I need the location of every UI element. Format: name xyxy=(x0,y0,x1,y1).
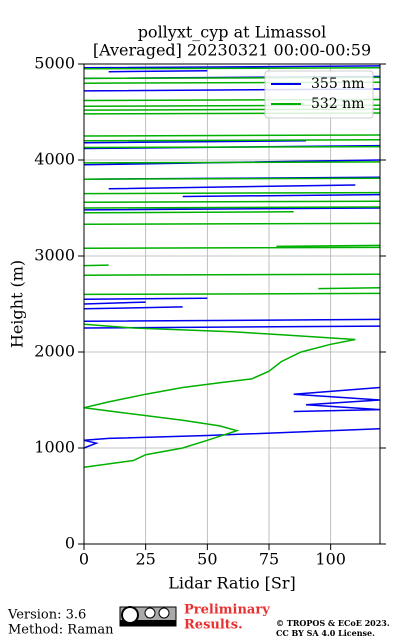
version: Version: 3.6 xyxy=(7,608,86,623)
y-tick-label: 2000 xyxy=(34,342,75,361)
status: Preliminary xyxy=(184,603,270,618)
legend-label: 355 nm xyxy=(311,76,364,92)
x-axis-label: Lidar Ratio [Sr] xyxy=(168,574,296,593)
y-tick-label: 0 xyxy=(65,534,75,553)
method: Method: Raman xyxy=(8,623,114,638)
copyright: © TROPOS & ECoE 2023. xyxy=(276,618,390,628)
y-tick-label: 4000 xyxy=(34,150,75,169)
x-tick-label: 0 xyxy=(79,550,89,569)
data-line xyxy=(83,67,381,468)
x-tick-label: 75 xyxy=(259,550,279,569)
legend-label: 532 nm xyxy=(311,96,364,112)
y-tick-label: 1000 xyxy=(34,438,75,457)
plot-frame xyxy=(83,63,381,545)
cc-logo xyxy=(119,606,177,627)
license: CC BY SA 4.0 License. xyxy=(276,628,375,638)
x-tick-label: 50 xyxy=(197,550,217,569)
legend-box xyxy=(264,70,374,119)
x-tick-label: 25 xyxy=(135,550,155,569)
status: Results. xyxy=(184,618,243,633)
x-tick-label: 100 xyxy=(315,550,346,569)
chart-title: pollyxt_cyp at Limassol xyxy=(138,23,327,42)
data-line xyxy=(83,65,381,449)
chart-subtitle: [Averaged] 20230321 00:00-00:59 xyxy=(93,41,371,60)
y-tick-label: 3000 xyxy=(34,246,75,265)
y-tick-label: 5000 xyxy=(34,54,75,73)
y-axis-label: Height (m) xyxy=(8,260,27,348)
